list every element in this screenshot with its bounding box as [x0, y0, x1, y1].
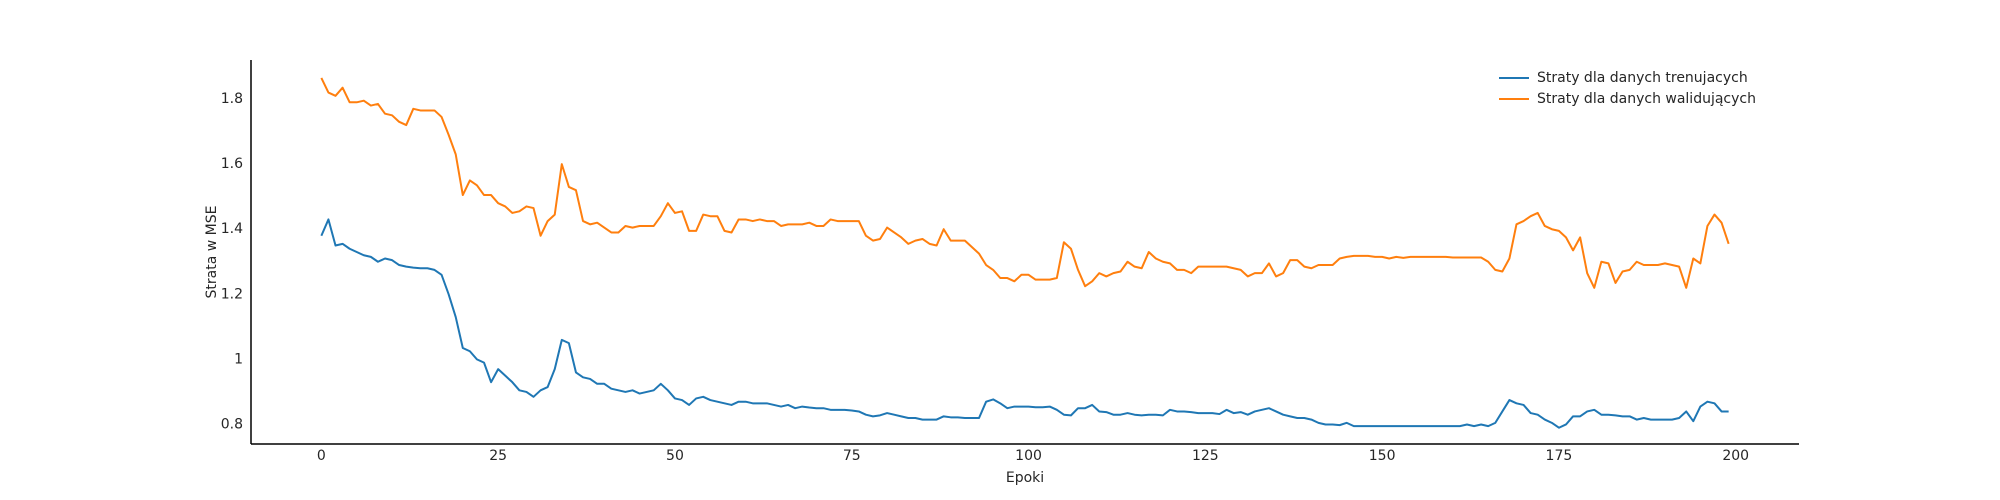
x-tick-label: 0	[317, 448, 326, 464]
x-tick-label: 25	[489, 448, 507, 464]
y-tick-label: 1	[234, 351, 243, 367]
x-tick-label: 50	[666, 448, 684, 464]
x-axis-label: Epoki	[1006, 470, 1044, 486]
legend-label: Straty dla danych trenujacych	[1537, 70, 1748, 86]
series-line	[320, 77, 1730, 289]
y-tick-label: 1.8	[221, 91, 243, 107]
y-tick-label: 1.2	[221, 286, 243, 302]
x-tick-label: 200	[1722, 448, 1749, 464]
legend-label: Straty dla danych walidujących	[1537, 91, 1756, 107]
series-line	[320, 218, 1729, 429]
y-tick-label: 1.4	[221, 221, 243, 237]
y-tick-label: 1.6	[221, 156, 243, 172]
x-tick-label: 125	[1192, 448, 1219, 464]
y-axis-label: Strata w MSE	[204, 206, 220, 299]
x-tick-label: 100	[1015, 448, 1042, 464]
x-tick-label: 150	[1369, 448, 1396, 464]
y-tick-label: 0.8	[221, 416, 243, 432]
x-tick-label: 75	[843, 448, 861, 464]
x-tick-label: 175	[1546, 448, 1573, 464]
